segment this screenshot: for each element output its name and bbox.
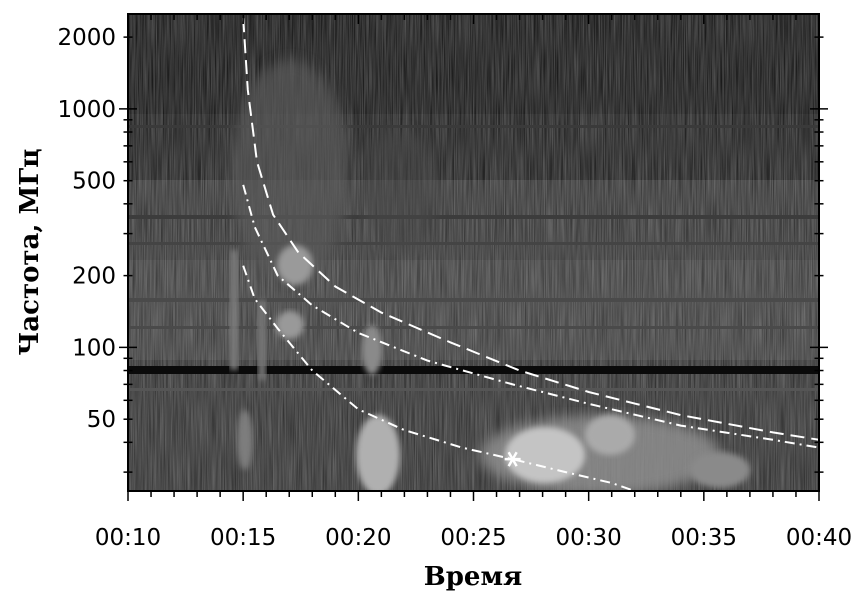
x-axis-title: Время: [424, 562, 523, 592]
y-tick-label: 100: [72, 335, 116, 361]
y-axis-title: Частота, МГц: [15, 149, 45, 356]
spectrogram-image: [128, 14, 819, 491]
x-tick-label: 00:35: [671, 525, 737, 551]
fit-curve-1: [242, 18, 819, 441]
event-marker: [504, 451, 521, 467]
x-tick-label: 00:20: [325, 525, 391, 551]
y-tick-label: 200: [72, 264, 116, 290]
y-tick-label: 50: [87, 407, 116, 433]
y-tick-label: 2000: [57, 25, 116, 51]
x-tick-label: 00:15: [210, 525, 276, 551]
fit-curve-2: [242, 184, 819, 449]
asterisk-marker-stroke: [507, 451, 518, 467]
x-axis: 00:10 00:15 00:20 00:25 00:30 00:35 00:40: [95, 14, 852, 551]
fit-curve-3: [242, 265, 636, 491]
y-tick-label: 1000: [57, 97, 116, 123]
fit-curves: [242, 18, 819, 491]
x-tick-label: 00:30: [556, 525, 622, 551]
x-tick-label: 00:25: [440, 525, 506, 551]
y-axis: 2000 1000 500 200 100 50: [57, 25, 828, 473]
y-tick-label: 500: [72, 169, 116, 195]
x-tick-label: 00:40: [786, 525, 852, 551]
x-tick-label: 00:10: [95, 525, 161, 551]
